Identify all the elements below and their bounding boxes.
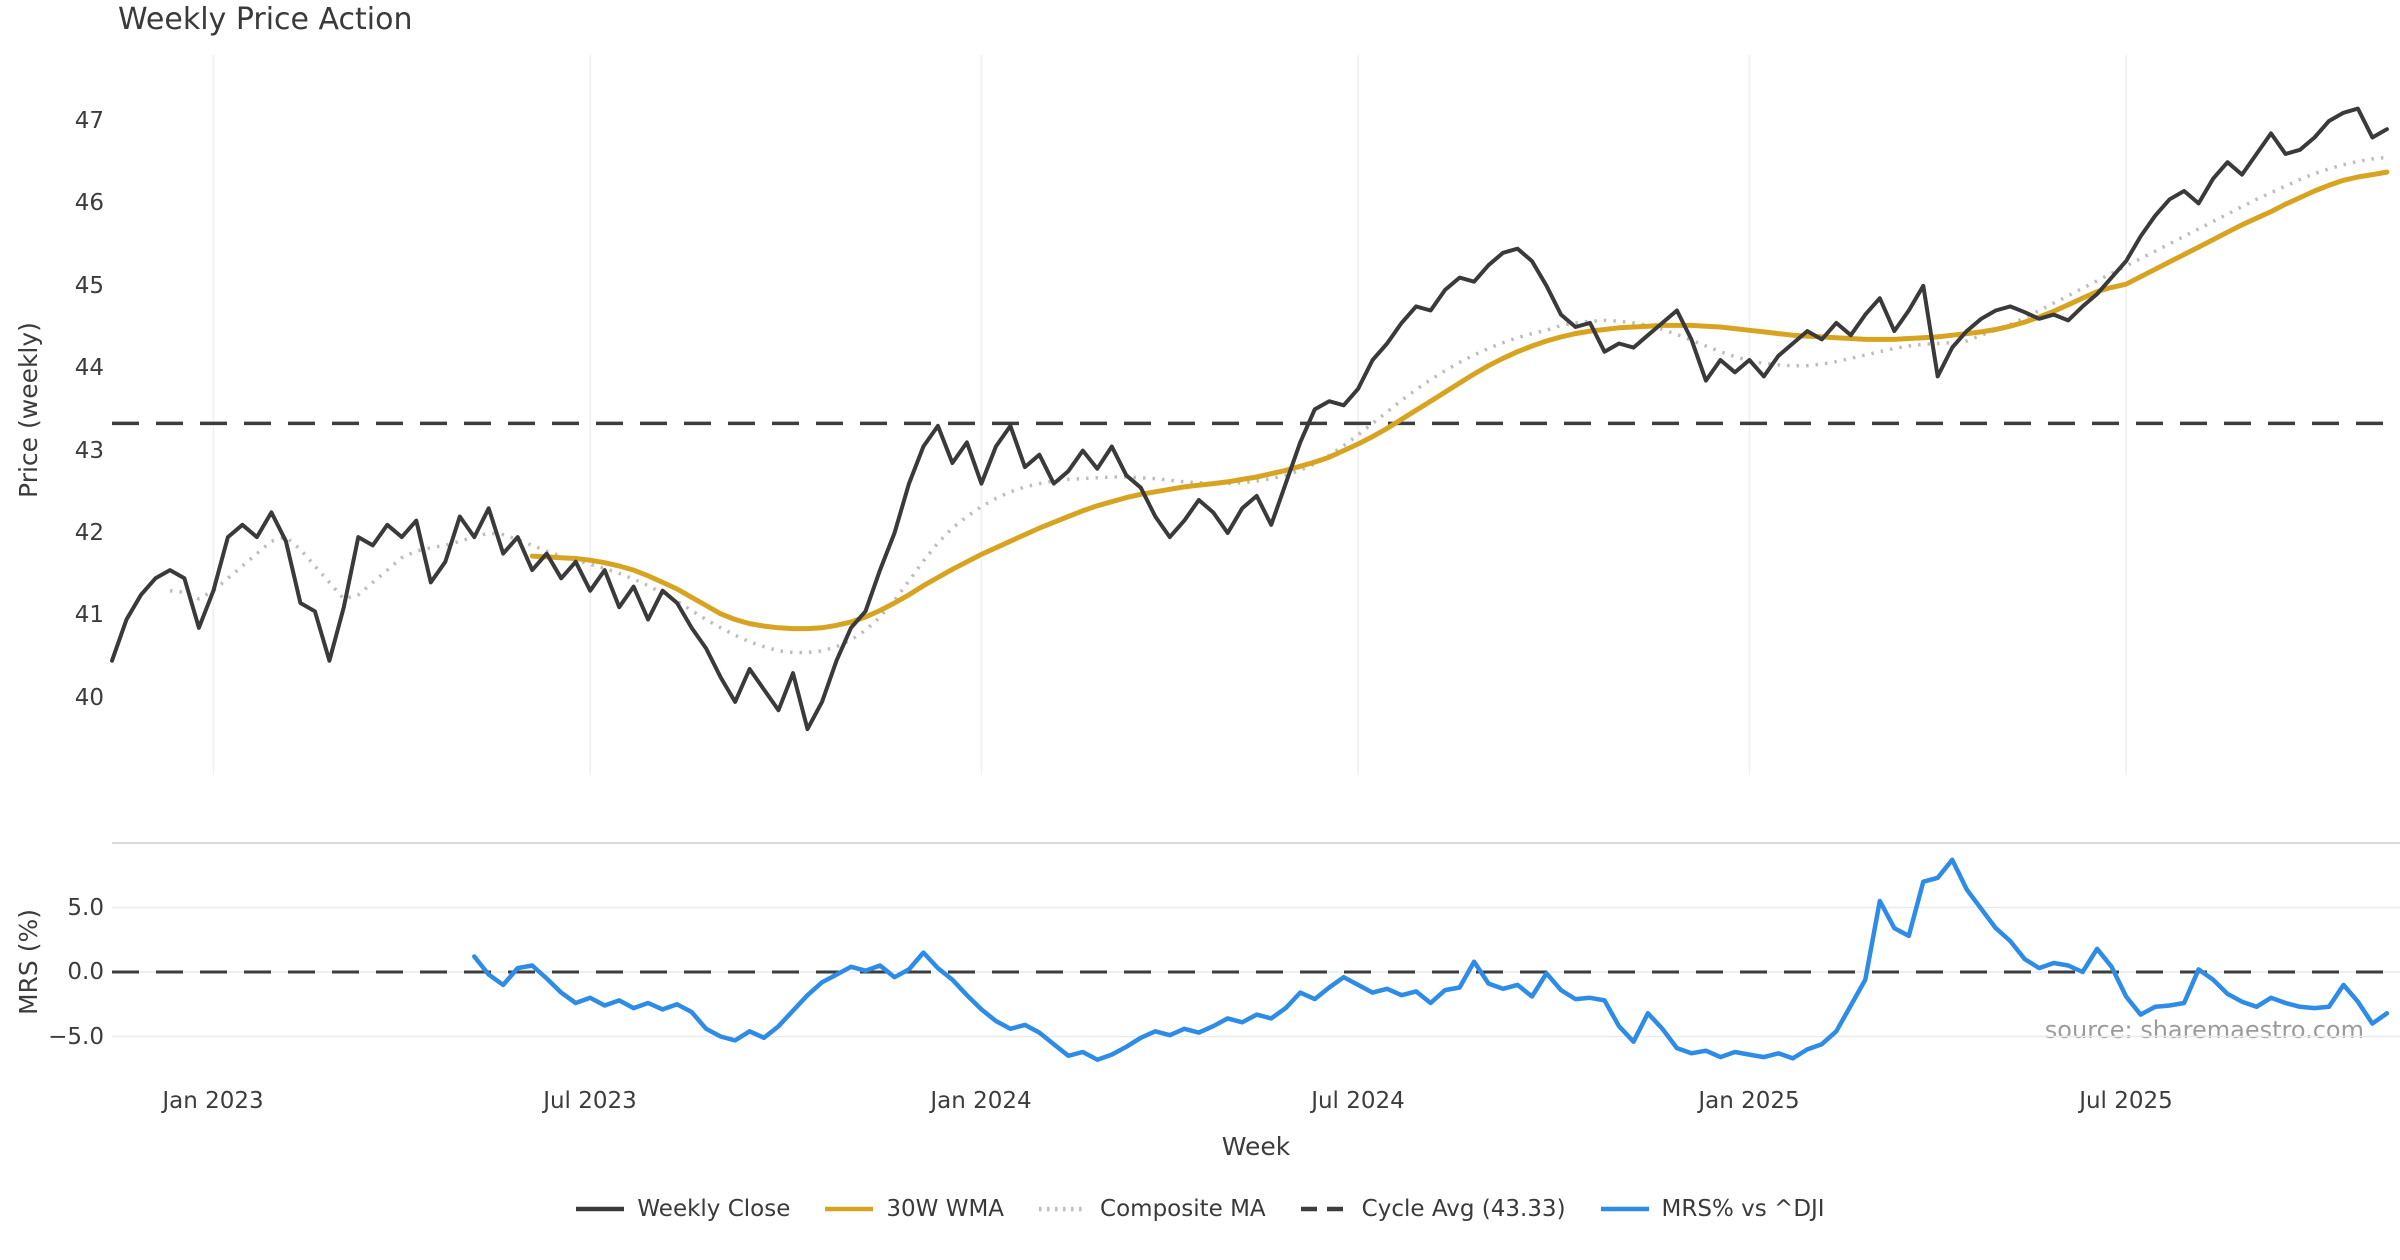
legend-label: 30W WMA [886, 1196, 1005, 1222]
price-y-tick-label: 46 [74, 190, 104, 216]
legend-item-cycle-avg: Cycle Avg (43.33) [1300, 1196, 1566, 1222]
legend-swatch-mrs-vs-dji [1600, 1206, 1649, 1212]
mrs-y-tick-label: 5.0 [67, 895, 104, 921]
x-tick-label: Jan 2024 [930, 1088, 1032, 1114]
price-y-tick-label: 42 [74, 520, 104, 546]
legend-label: Cycle Avg (43.33) [1361, 1196, 1566, 1222]
legend-swatch-weekly-close [576, 1206, 625, 1212]
price-y-tick-label: 47 [74, 108, 104, 134]
x-axis-label: Week [1221, 1132, 1291, 1161]
legend-swatch-composite-ma [1039, 1206, 1088, 1212]
price-y-tick-label: 40 [74, 685, 104, 711]
legend-label: Composite MA [1100, 1196, 1266, 1222]
price-y-tick-label: 45 [74, 273, 104, 299]
legend-swatch-wma-30w [825, 1206, 874, 1212]
legend-item-mrs-vs-dji: MRS% vs ^DJI [1600, 1196, 1825, 1222]
legend-item-wma-30w: 30W WMA [824, 1196, 1004, 1222]
legend-swatch-cycle-avg [1300, 1206, 1349, 1212]
legend-item-composite-ma: Composite MA [1038, 1196, 1266, 1222]
mrs-vs-dji-line [472, 857, 2390, 1062]
composite-ma-line [169, 155, 2388, 655]
x-tick-label: Jan 2025 [1698, 1088, 1800, 1114]
price-y-tick-label: 44 [74, 355, 104, 381]
legend: Weekly Close 30W WMA Composite MA Cycle Avg… [0, 1196, 2400, 1222]
source-credit: source: sharemaestro.com [2044, 1016, 2364, 1044]
chart-title: Weekly Price Action [118, 2, 413, 37]
legend-label: MRS% vs ^DJI [1661, 1196, 1825, 1222]
legend-label: Weekly Close [637, 1196, 791, 1222]
mrs-y-tick-label: −5.0 [48, 1024, 104, 1050]
price-y-tick-label: 41 [74, 602, 104, 628]
x-tick-label: Jul 2023 [543, 1088, 637, 1114]
x-tick-label: Jul 2025 [2079, 1088, 2173, 1114]
x-tick-label: Jan 2023 [162, 1088, 264, 1114]
price-axis-label: Price (weekly) [14, 322, 43, 498]
legend-item-weekly-close: Weekly Close [575, 1196, 790, 1222]
weekly-close-line [110, 106, 2389, 732]
x-tick-label: Jul 2024 [1311, 1088, 1405, 1114]
price-y-tick-label: 43 [74, 438, 104, 464]
mrs-y-tick-label: 0.0 [67, 959, 104, 985]
30w-wma-line [529, 169, 2390, 632]
